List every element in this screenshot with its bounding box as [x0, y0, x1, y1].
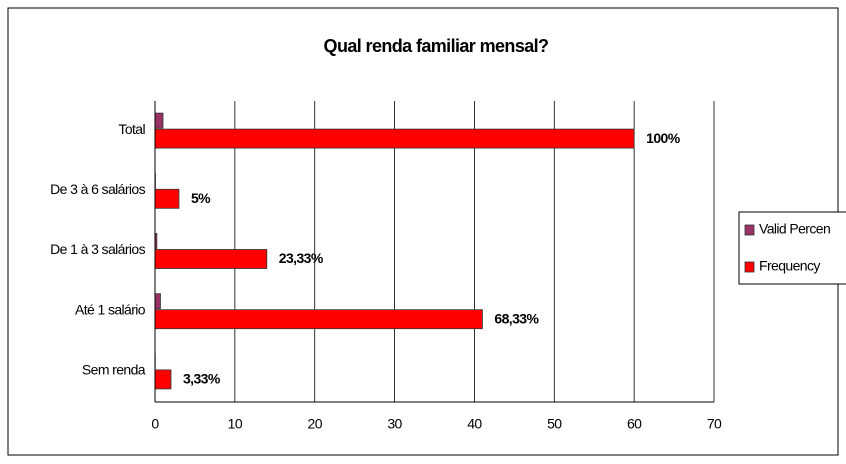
- y-tick-label: Sem renda: [82, 362, 146, 378]
- data-label: 68,33%: [494, 310, 539, 326]
- bar: [154, 188, 180, 209]
- chart-title: Qual renda familiar mensal?: [324, 36, 549, 56]
- data-label: 3,33%: [183, 371, 221, 387]
- data-label: 100%: [646, 130, 681, 146]
- y-tick-label: Até 1 salário: [75, 301, 146, 317]
- legend-label: Valid Percen: [759, 221, 830, 237]
- y-tick-label: De 3 à 6 salários: [50, 181, 145, 197]
- x-tick-label: 40: [467, 416, 482, 432]
- data-label: 23,33%: [279, 250, 324, 266]
- legend-swatch: [744, 261, 755, 273]
- legend-box: [738, 211, 846, 285]
- x-tick-label: 30: [387, 416, 402, 432]
- x-tick-label: 70: [707, 416, 722, 432]
- y-tick-label: De 1 à 3 salários: [50, 241, 145, 257]
- bar: [154, 369, 172, 390]
- data-label: 5%: [191, 190, 211, 206]
- y-tick-label: Total: [118, 121, 145, 137]
- bar: [154, 249, 268, 269]
- x-tick-label: 0: [151, 416, 159, 432]
- x-tick-label: 60: [627, 416, 642, 432]
- x-tick-label: 20: [308, 416, 323, 432]
- bar: [154, 293, 161, 310]
- x-tick-label: 10: [228, 416, 243, 432]
- bar: [154, 309, 483, 330]
- x-tick-label: 50: [547, 416, 562, 432]
- chart-border: [7, 7, 839, 456]
- legend-swatch: [744, 224, 755, 236]
- bar: [154, 128, 635, 149]
- legend-label: Frequency: [759, 258, 820, 274]
- bar: [154, 112, 164, 129]
